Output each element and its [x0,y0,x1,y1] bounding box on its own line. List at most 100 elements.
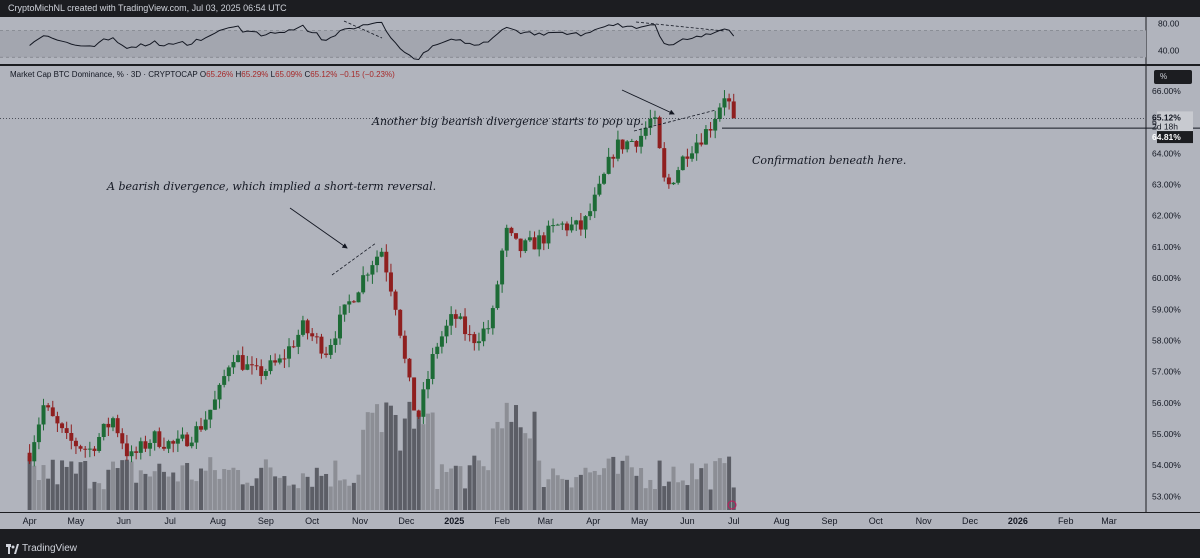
volume-bar [634,475,639,510]
volume-bar [546,479,551,510]
volume-bar [263,459,268,510]
chart-canvas[interactable]: Apr May Jun Jul Aug Sep Oct Nov Dec 2025 Feb Mar Apr… [0,0,1200,540]
x-tick-label: Apr [586,516,600,526]
footer-bar: TradingView [0,540,1200,558]
low-label: L [270,70,276,79]
volume-bar [657,460,662,510]
volume-bar [463,488,468,510]
candle-body [402,335,407,359]
candle-body [161,446,166,449]
candle-body [412,377,417,411]
y-tick-label: 66.00% [1152,86,1181,96]
candle-body [138,441,143,453]
candle-body [356,292,361,303]
rsi-axis [1146,17,1200,64]
volume-bar [560,478,565,510]
volume-bar [412,428,417,510]
candle-body [78,446,83,449]
candle-body [481,328,486,342]
divergence-line-second [633,109,717,132]
candle-body [439,336,444,347]
y-tick-label: 64.00% [1152,148,1181,158]
candle-body [305,320,310,334]
level-price-tag [1157,131,1193,144]
volume-bar [639,468,644,510]
volume-bar [504,402,509,510]
volume-bar [500,428,505,510]
volume-bar [453,465,458,510]
change-value: −0.15 (−0.23%) [339,70,395,79]
volume-bar [532,411,537,510]
volume-bar [379,432,384,510]
candle-body [611,156,616,159]
volume-bar [240,484,245,510]
candle-body [449,314,454,326]
volume-bar [277,477,282,510]
volume-bar [430,412,435,510]
volume-bar [333,460,338,510]
candle-body [64,428,69,434]
volume-bar [444,471,449,510]
volume-bar [713,461,718,510]
volume-bar [402,418,407,510]
candle-body [87,448,92,450]
volume-bar [171,472,176,510]
annotation-confirmation: Confirmation beneath here. [752,154,907,167]
volume-bar [574,477,579,510]
volume-bar [273,476,278,510]
volume-bar [134,482,139,510]
volume-bar [602,468,607,510]
volume-bar [629,467,634,510]
volume-bar [50,459,55,510]
volume-bar [291,484,296,510]
x-tick-label: Jun [680,516,695,526]
volume-bar [166,476,171,510]
candle-body [486,328,491,330]
candle-body [41,405,46,425]
volume-bar [652,489,657,510]
volume-bar [606,458,611,510]
candle-body [500,250,505,285]
candle-body [384,251,389,273]
y-tick-label: 57.00% [1152,367,1181,377]
candle-body [328,344,333,355]
volume-bar [189,479,194,510]
close-label: C [304,70,311,79]
volume-bar [666,481,671,510]
volume-bar [180,465,185,510]
annotation-first-divergence: A bearish divergence, which implied a sh… [107,180,437,193]
volume-bar [305,476,310,510]
volume-bar [722,463,727,510]
volume-bar [64,466,69,510]
x-tick-label: Aug [210,516,226,526]
volume-bar [351,482,356,510]
volume-bar [32,465,37,510]
candle-body [171,441,176,444]
event-marker-icon [727,500,737,510]
volume-bar [347,485,352,510]
volume-bar [356,474,361,510]
volume-bar [138,470,143,510]
x-tick-label: 2026 [1008,516,1028,526]
percent-scale-button[interactable]: % [1154,70,1192,84]
volume-bar [185,462,190,510]
volume-bar [694,479,699,510]
volume-bar [55,484,60,510]
candle-body [495,284,500,309]
volume-bar [245,482,250,510]
candle-body [36,424,41,443]
candle-body [32,442,37,462]
volume-bar [73,473,78,510]
candle-body [180,434,185,439]
volume-bar [439,464,444,510]
volume-bar [60,460,65,510]
volume-bar [92,481,97,510]
volume-bar [328,486,333,510]
candle-body [175,438,180,444]
volume-bar [620,460,625,510]
candle-body [574,220,579,225]
volume-bar [27,456,32,510]
candle-body [578,220,583,230]
candle-body [222,376,227,385]
candle-body [342,304,347,315]
